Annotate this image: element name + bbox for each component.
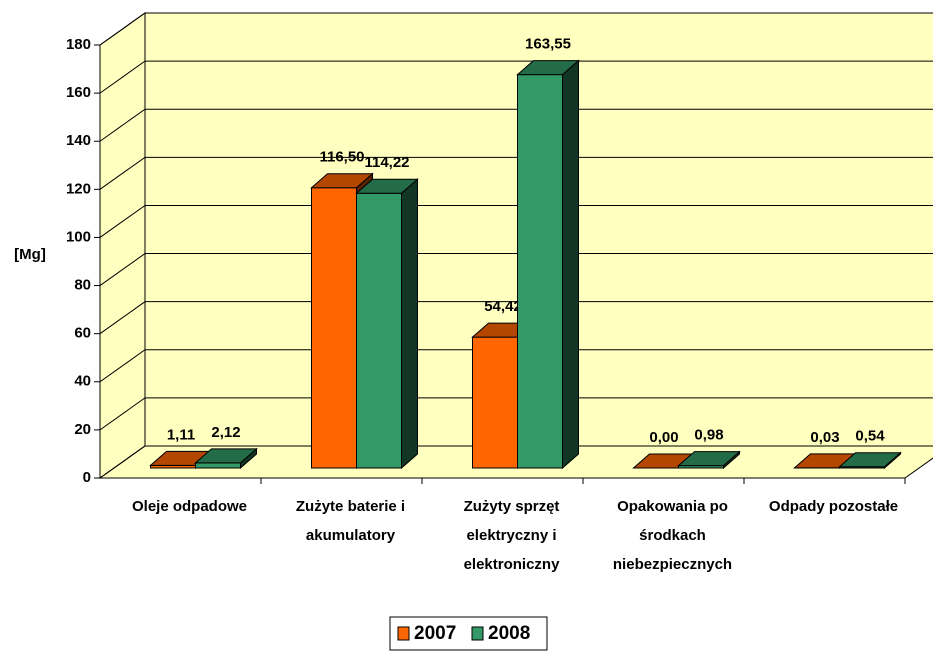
bar (194, 447, 258, 470)
value-label: 0,03 (810, 429, 839, 446)
x-tick-label: Zużyty sprzęt elektryczny i elektroniczn… (463, 498, 560, 573)
bar (516, 59, 580, 470)
legend-label: 2007 (414, 623, 456, 644)
side-wall (99, 12, 146, 479)
bar-top (838, 452, 902, 468)
y-tick-label: 160 (66, 84, 91, 101)
bar-front (311, 187, 357, 469)
grid-line (99, 445, 933, 479)
x-tick-label: Oleje odpadowe (131, 498, 248, 515)
legend-box (389, 616, 548, 651)
x-tick-label: Zużyte baterie i akumulatory (295, 498, 406, 544)
bar-front (356, 192, 402, 469)
value-label: 1,11 (167, 426, 195, 443)
grid-line (99, 253, 933, 286)
y-tick-label: 120 (66, 180, 91, 197)
value-label: 0,98 (694, 427, 723, 444)
grid-line (99, 108, 933, 142)
bar-top (310, 173, 374, 189)
value-label: 54,42 (484, 298, 522, 315)
y-tick-label: 180 (66, 36, 91, 53)
y-tick-label: 20 (74, 421, 91, 438)
bar-side (562, 59, 579, 470)
x-tick-label: Odpady pozostałe (768, 498, 899, 515)
grid-line (99, 349, 933, 383)
y-tick-label: 40 (74, 373, 91, 390)
y-tick-label: 80 (74, 277, 91, 294)
grid-line (99, 60, 933, 94)
value-label: 2,12 (211, 424, 240, 441)
bar-front (195, 462, 241, 469)
bar (677, 450, 741, 470)
bar-top (194, 448, 258, 464)
y-tick-label: 100 (66, 228, 91, 245)
legend-swatch (471, 626, 484, 641)
bar-side (401, 178, 418, 470)
grid-line (99, 397, 933, 431)
bar-top (355, 178, 419, 194)
x-tick-label: Opakowania po środkach niebezpiecznych (612, 498, 733, 573)
grid-line (99, 12, 933, 46)
bar-top (516, 60, 580, 76)
value-label: 114,22 (364, 154, 409, 171)
value-label: 163,55 (525, 36, 571, 53)
bar-top (677, 451, 741, 467)
legend-swatch (397, 626, 410, 641)
value-label: 0,00 (649, 429, 678, 446)
bar-front (472, 336, 518, 469)
y-tick-label: 60 (74, 325, 91, 342)
grid-line (99, 204, 933, 238)
value-label: 0,54 (855, 428, 885, 445)
bar-front (517, 74, 563, 469)
bar (355, 178, 419, 470)
y-tick-label: 0 (83, 469, 91, 486)
grid-line (99, 156, 933, 190)
grid-line (99, 301, 933, 335)
value-label: 116,50 (319, 149, 364, 166)
legend-label: 2008 (488, 623, 530, 644)
y-axis-label: [Mg] (14, 246, 46, 263)
bar (838, 451, 902, 470)
y-tick-label: 140 (66, 132, 91, 149)
